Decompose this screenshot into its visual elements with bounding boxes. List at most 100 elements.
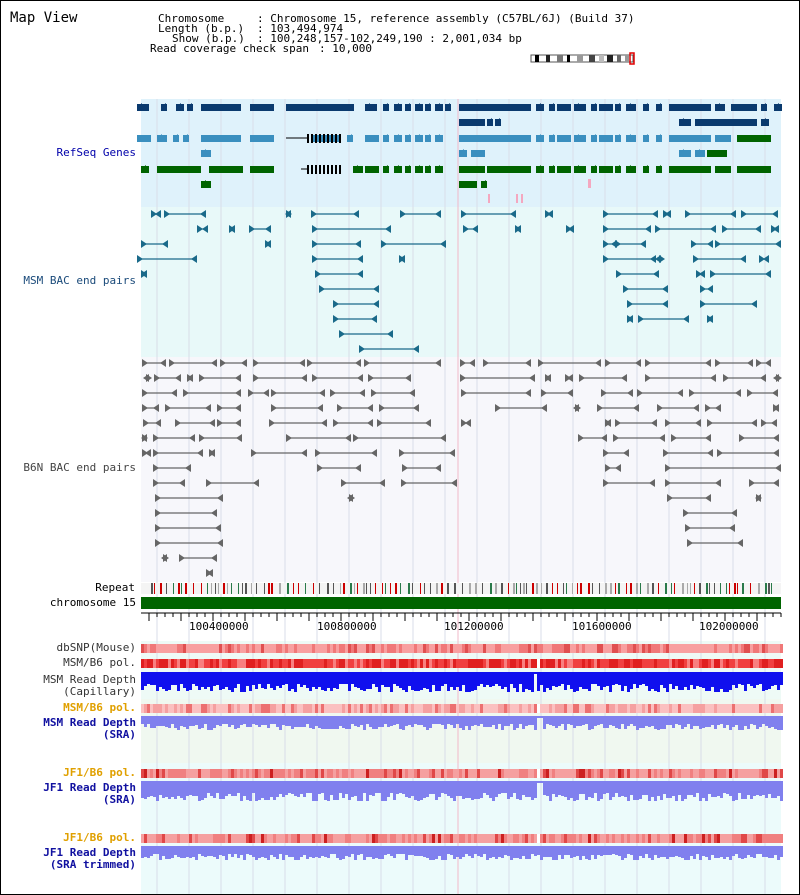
refseq-gene-arrow: [183, 134, 188, 142]
repeat-element: [490, 583, 492, 594]
polymorphism-cell: [189, 644, 192, 653]
polymorphism-cell: [699, 644, 702, 653]
polymorphism-cell: [207, 704, 210, 713]
polymorphism-cell: [432, 644, 435, 653]
polymorphism-cell: [585, 659, 588, 668]
read-depth-bar: [441, 846, 444, 860]
refseq-gene-arrow: [161, 103, 166, 111]
read-depth-bar: [648, 716, 651, 727]
b6n-bac-pair-end: [715, 404, 721, 412]
polymorphism-cell: [180, 659, 183, 668]
polymorphism-cell: [600, 644, 603, 653]
polymorphism-cell: [249, 834, 252, 843]
polymorphism-cell: [510, 644, 513, 653]
polymorphism-cell: [378, 769, 381, 778]
refseq-gene-arrow: [383, 165, 388, 173]
polymorphism-cell: [201, 834, 204, 843]
read-depth-bar: [144, 716, 147, 727]
read-depth-bar: [462, 846, 465, 857]
chromosome-label: Chromosome: [158, 12, 225, 25]
polymorphism-cell: [414, 659, 417, 668]
read-depth-bar: [393, 781, 396, 800]
read-depth-bar: [549, 672, 552, 690]
read-depth-bar: [726, 716, 729, 725]
polymorphism-cell: [678, 659, 681, 668]
polymorphism-cell: [273, 659, 276, 668]
read-depth-bar: [387, 716, 390, 727]
polymorphism-cell: [711, 834, 714, 843]
polymorphism-cell: [189, 659, 192, 668]
polymorphism-cell: [405, 659, 408, 668]
read-depth-bar: [480, 846, 483, 857]
read-depth-bar: [702, 716, 705, 728]
polymorphism-cell: [717, 704, 720, 713]
read-depth-bar: [264, 672, 267, 689]
polymorphism-cell: [144, 644, 147, 653]
polymorphism-cell: [450, 834, 453, 843]
polymorphism-cell: [576, 704, 579, 713]
polymorphism-cell: [519, 659, 522, 668]
polymorphism-cell: [636, 644, 639, 653]
polymorphism-cell: [456, 769, 459, 778]
polymorphism-cell: [258, 769, 261, 778]
read-depth-bar: [303, 846, 306, 855]
polymorphism-cell: [318, 704, 321, 713]
polymorphism-cell: [534, 769, 537, 778]
read-depth-bar: [504, 781, 507, 793]
read-depth-bar: [450, 781, 453, 798]
polymorphism-cell: [501, 659, 504, 668]
read-depth-bar: [699, 781, 702, 801]
read-depth-bar: [645, 672, 648, 686]
polymorphism-cell: [504, 834, 507, 843]
read-depth-bar: [630, 781, 633, 795]
refseq-mark: [588, 179, 591, 188]
polymorphism-cell: [177, 659, 180, 668]
read-depth-bar: [366, 781, 369, 801]
polymorphism-cell: [396, 644, 399, 653]
b6n-bac-pair-end: [756, 359, 762, 367]
ideogram-band: [567, 55, 570, 62]
polymorphism-cell: [498, 659, 501, 668]
read-depth-bar: [582, 781, 585, 794]
polymorphism-cell: [444, 659, 447, 668]
polymorphism-cell: [333, 659, 336, 668]
read-depth-bar: [780, 781, 783, 801]
read-depth-bar: [453, 846, 456, 859]
polymorphism-cell: [708, 769, 711, 778]
polymorphism-cell: [687, 644, 690, 653]
read-depth-bar: [489, 672, 492, 687]
read-depth-bar: [750, 846, 753, 857]
read-depth-bar: [672, 846, 675, 857]
ideogram-band: [625, 55, 629, 62]
polymorphism-cell: [201, 659, 204, 668]
polymorphism-cell: [705, 659, 708, 668]
read-depth-bar: [699, 672, 702, 687]
read-depth-bar: [432, 716, 435, 724]
read-depth-bar: [447, 716, 450, 724]
polymorphism-cell: [753, 769, 756, 778]
b6n-bac-pair-end: [187, 374, 193, 382]
read-depth-bar: [213, 716, 216, 728]
read-depth-bar: [759, 846, 762, 854]
polymorphism-cell: [261, 769, 264, 778]
read-depth-bar: [189, 672, 192, 690]
polymorphism-cell: [465, 769, 468, 778]
read-depth-bar: [504, 672, 507, 687]
read-depth-bar: [531, 846, 534, 854]
read-depth-bar: [255, 846, 258, 860]
msm-bac-pair-end: [333, 300, 339, 308]
read-depth-bar: [486, 716, 489, 727]
refseq-gene: [250, 135, 274, 142]
polymorphism-cell: [267, 834, 270, 843]
polymorphism-cell: [348, 644, 351, 653]
polymorphism-cell: [210, 644, 213, 653]
read-depth-bar: [690, 846, 693, 856]
polymorphism-cell: [633, 644, 636, 653]
refseq-gene-arrow: [481, 180, 486, 188]
polymorphism-cell: [609, 704, 612, 713]
read-depth-bar: [630, 846, 633, 855]
read-depth-bar: [585, 672, 588, 689]
length-value: : 103,494,974: [257, 22, 344, 35]
polymorphism-cell: [210, 659, 213, 668]
